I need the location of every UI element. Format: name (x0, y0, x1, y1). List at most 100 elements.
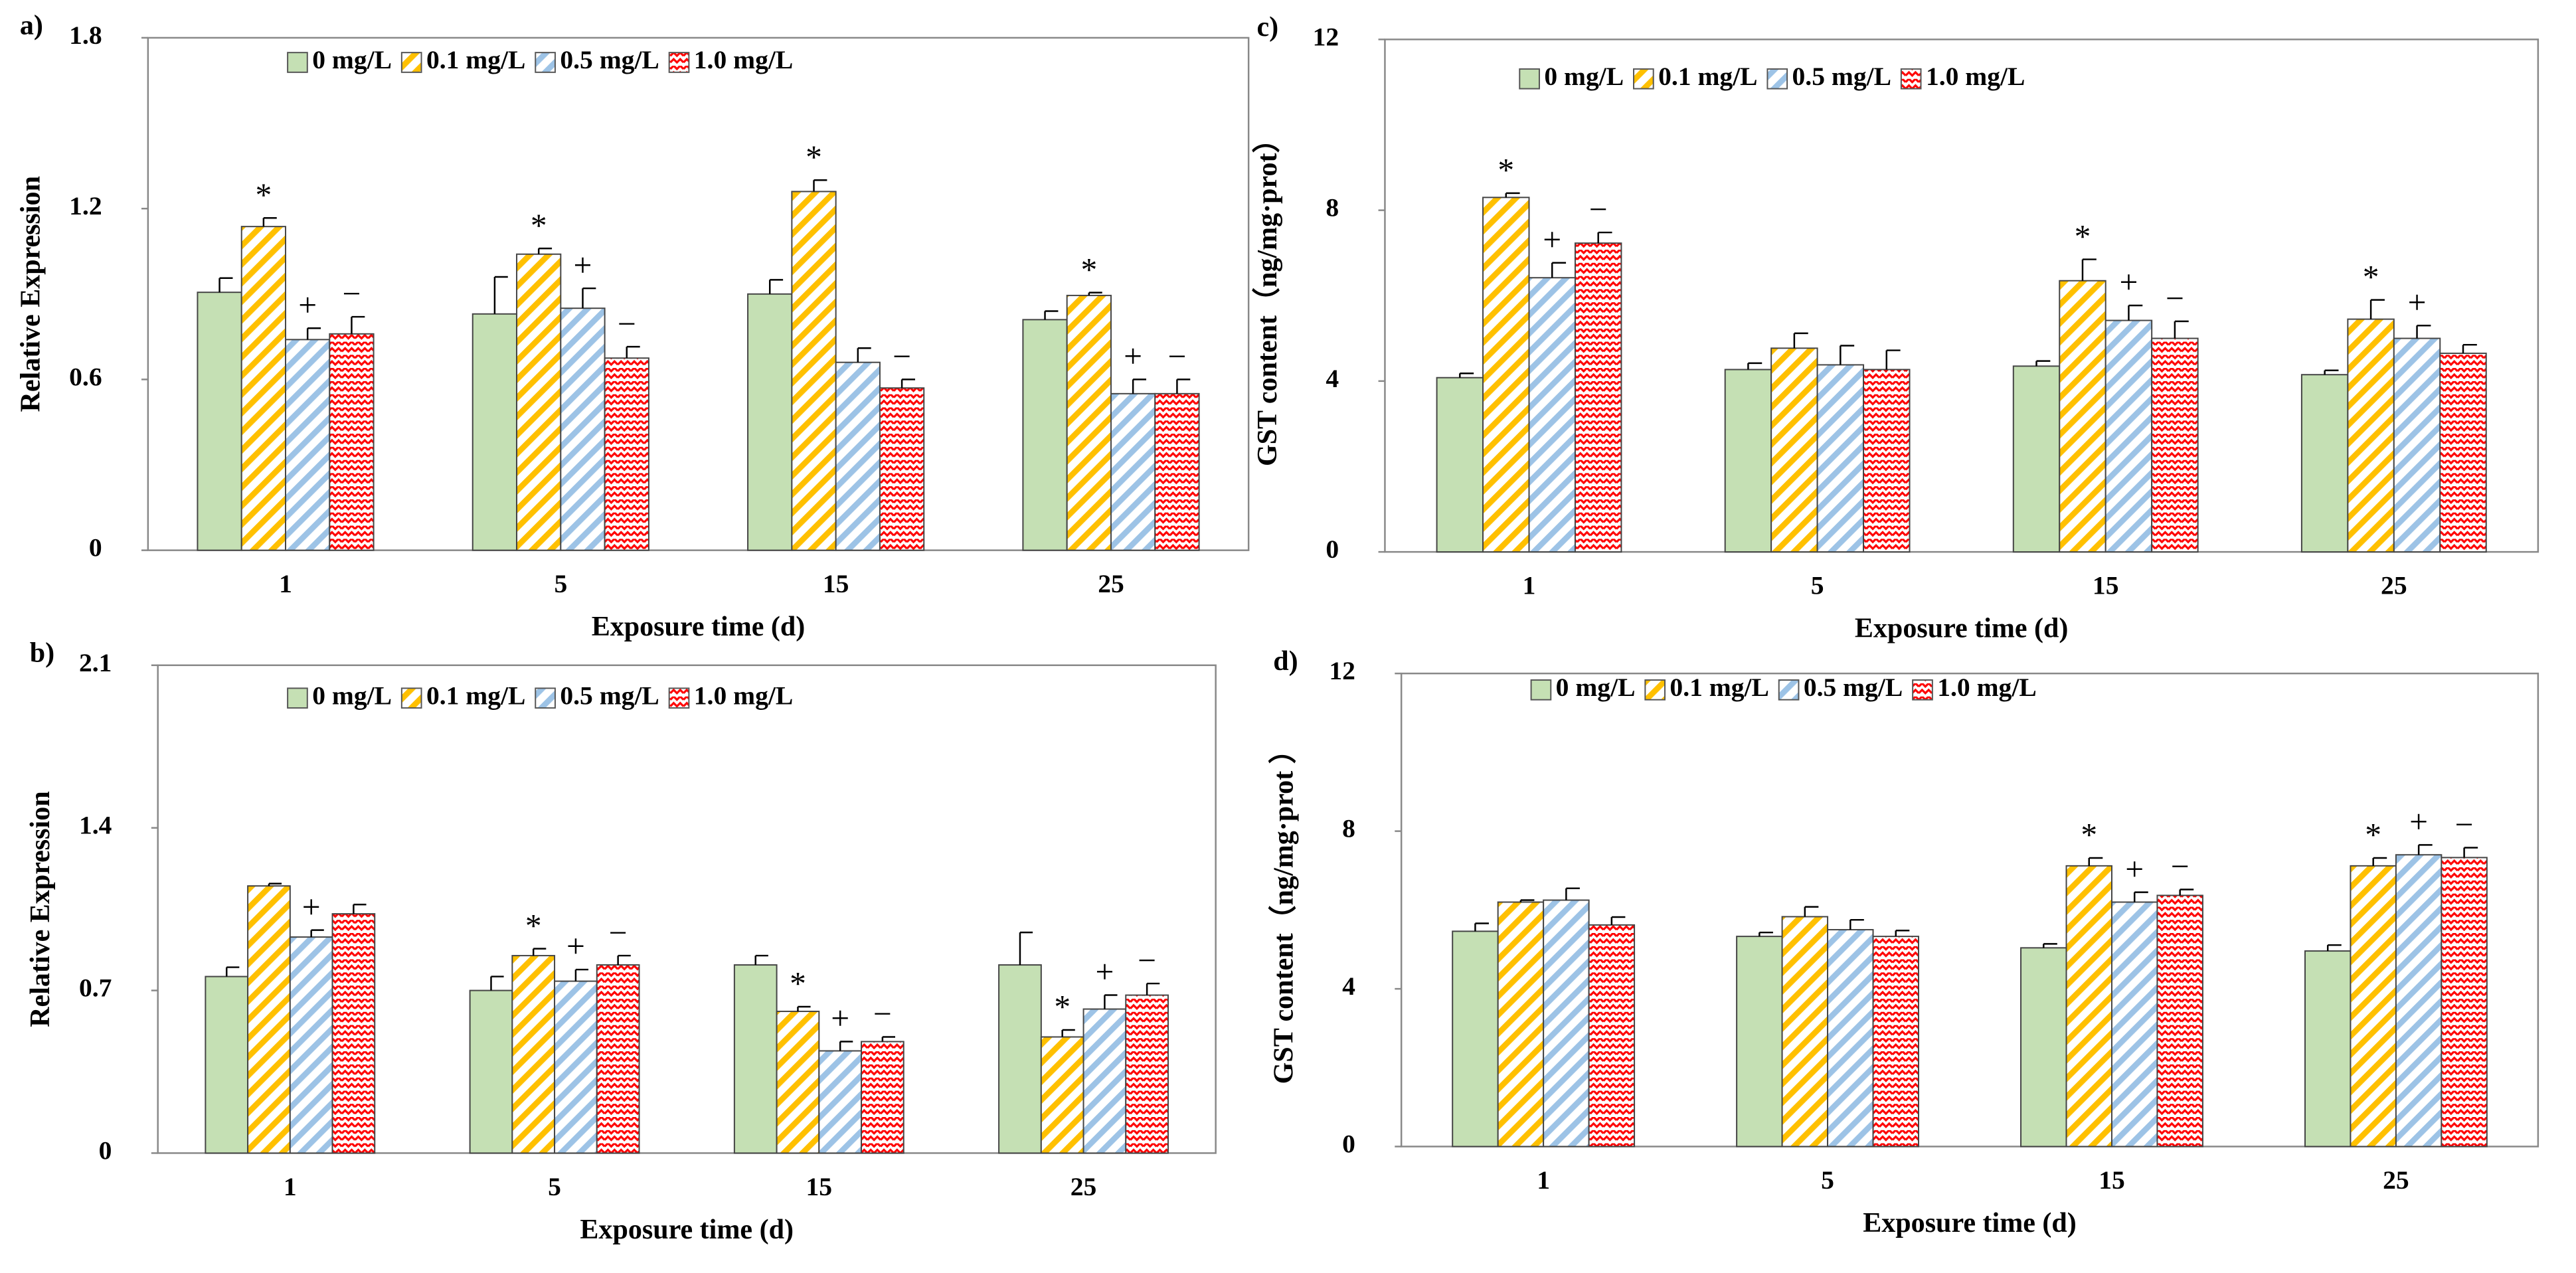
bar (289, 936, 333, 1154)
significance-mark: * (2363, 258, 2379, 295)
error-bar (1551, 262, 1567, 278)
x-tick-label: 1 (279, 569, 292, 598)
legend-label: 1.0 mg/L (1937, 673, 2036, 702)
error-bar (1459, 373, 1474, 378)
error-bar (2417, 844, 2433, 855)
legend-label: 0.1 mg/L (1658, 62, 1757, 91)
error-bar (813, 179, 827, 192)
error-bar (2326, 944, 2342, 952)
bar (1154, 392, 1200, 551)
error-bar (493, 276, 508, 314)
x-tick-label: 5 (554, 569, 567, 598)
significance-mark: * (806, 139, 822, 175)
bar (1574, 242, 1622, 553)
bar (1781, 916, 1829, 1147)
bar (1452, 930, 1499, 1147)
x-tick-label: 25 (1071, 1172, 1097, 1201)
x-tick-label: 25 (2383, 1165, 2409, 1195)
significance-mark: + (566, 928, 585, 965)
y-tick-label: 8 (1326, 193, 1339, 222)
bar (2020, 947, 2067, 1147)
x-tick-label: 25 (1098, 569, 1124, 598)
bar (2065, 865, 2112, 1147)
bar (469, 989, 513, 1154)
error-bar (582, 287, 596, 309)
bar (2104, 319, 2153, 553)
bar (516, 253, 562, 551)
bar (596, 964, 640, 1154)
error-bar (310, 929, 324, 938)
bar (329, 333, 375, 551)
bar (1022, 319, 1068, 551)
legend-swatch (1644, 679, 1666, 701)
error-bar (2043, 943, 2057, 948)
error-bar (306, 327, 321, 340)
x-tick-label: 25 (2381, 571, 2407, 600)
bar (1110, 392, 1156, 551)
y-tick-label: 0.6 (69, 362, 102, 391)
significance-mark: * (531, 207, 547, 244)
error-bar (1804, 906, 1819, 917)
significance-mark: + (831, 1000, 849, 1037)
y-axis-label: Relative Expression (15, 176, 46, 412)
bar (1436, 377, 1484, 553)
y-tick-label: 12 (1329, 656, 1355, 685)
bar (2439, 353, 2487, 553)
significance-mark: + (302, 889, 321, 925)
error-bar (2081, 258, 2097, 281)
bar (791, 191, 837, 551)
significance-mark: − (343, 276, 361, 312)
x-tick-label: 15 (806, 1172, 833, 1201)
x-tick-label: 15 (823, 569, 849, 598)
bar (554, 980, 598, 1154)
legend-label: 0 mg/L (312, 681, 392, 710)
bar (2059, 280, 2106, 553)
legend-swatch (1912, 679, 1933, 701)
significance-mark: + (1124, 338, 1142, 375)
legend-swatch (1900, 68, 1922, 90)
panel-label: d) (1273, 646, 1298, 677)
bar (197, 292, 242, 551)
significance-mark: − (1167, 338, 1186, 375)
legend-swatch (535, 52, 556, 73)
significance-mark: − (2171, 848, 2190, 885)
legend-swatch (1530, 679, 1552, 701)
significance-mark: * (790, 966, 806, 1002)
legend-swatch (1633, 68, 1654, 90)
significance-mark: + (2125, 851, 2144, 887)
error-bar (1849, 918, 1864, 930)
error-bar (1885, 349, 1901, 370)
legend-label: 1.0 mg/L (1926, 62, 2025, 91)
bar (511, 955, 556, 1154)
bar (2347, 318, 2395, 553)
legend-swatch (1778, 679, 1800, 701)
plot-frame (1400, 672, 2539, 1147)
significance-mark: − (618, 305, 636, 342)
legend-label: 0.1 mg/L (426, 45, 525, 74)
bar (1872, 936, 1919, 1147)
error-bar (839, 1041, 853, 1051)
significance-mark: + (298, 287, 317, 323)
y-tick-label: 0.7 (79, 974, 112, 1003)
significance-mark: * (2365, 817, 2381, 853)
error-bar (1505, 192, 1520, 198)
significance-mark: − (1589, 191, 1608, 228)
bar (2350, 865, 2397, 1147)
error-bar (1793, 332, 1808, 349)
error-bar (1019, 931, 1033, 966)
bar (1066, 294, 1112, 551)
legend-label: 0.5 mg/L (560, 681, 659, 710)
error-bar (2174, 320, 2189, 339)
legend-label: 0.1 mg/L (426, 681, 525, 710)
bar (835, 361, 881, 551)
error-bar (754, 954, 768, 966)
legend-swatch (1766, 68, 1788, 90)
error-bar (797, 1005, 811, 1012)
legend-label: 0.1 mg/L (1670, 673, 1768, 702)
bar (240, 226, 287, 551)
error-bar (532, 948, 547, 956)
significance-mark: + (2409, 804, 2428, 840)
error-bar (2463, 847, 2478, 858)
legend-swatch (287, 52, 308, 73)
panel-label: a) (20, 11, 43, 41)
